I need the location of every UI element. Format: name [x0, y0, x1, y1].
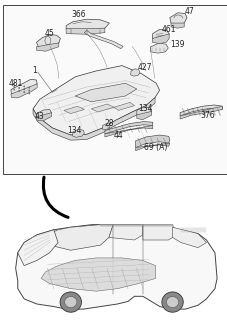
Polygon shape: [33, 66, 159, 135]
Polygon shape: [135, 135, 169, 148]
Text: 134: 134: [67, 126, 81, 135]
Circle shape: [28, 87, 30, 89]
Circle shape: [28, 90, 30, 92]
Polygon shape: [136, 111, 151, 120]
Polygon shape: [169, 13, 186, 24]
Polygon shape: [104, 122, 152, 134]
Circle shape: [23, 91, 25, 93]
Text: 461: 461: [161, 25, 176, 34]
Polygon shape: [72, 129, 84, 137]
Text: 69 (A): 69 (A): [143, 143, 166, 152]
Polygon shape: [36, 43, 59, 51]
Polygon shape: [150, 43, 168, 53]
Polygon shape: [11, 79, 37, 94]
Polygon shape: [36, 113, 51, 121]
Bar: [3, 5, 226, 174]
Polygon shape: [136, 107, 151, 116]
Ellipse shape: [64, 297, 76, 308]
Circle shape: [18, 87, 20, 89]
Text: 45: 45: [44, 29, 54, 38]
Polygon shape: [179, 105, 221, 116]
Polygon shape: [104, 125, 152, 137]
Polygon shape: [16, 225, 216, 309]
Circle shape: [23, 85, 25, 87]
Text: 376: 376: [199, 111, 214, 120]
Polygon shape: [91, 104, 114, 112]
Circle shape: [13, 83, 15, 85]
Text: 28: 28: [104, 119, 114, 128]
Circle shape: [28, 92, 30, 94]
Circle shape: [18, 90, 20, 92]
Text: 47: 47: [184, 7, 194, 16]
Circle shape: [23, 88, 25, 90]
Text: 44: 44: [114, 131, 123, 140]
Polygon shape: [170, 23, 183, 28]
Polygon shape: [102, 124, 109, 129]
Polygon shape: [36, 35, 60, 47]
Circle shape: [13, 89, 15, 91]
Polygon shape: [11, 84, 37, 98]
Polygon shape: [66, 28, 104, 34]
Circle shape: [18, 84, 20, 86]
Polygon shape: [64, 106, 84, 114]
Polygon shape: [75, 83, 136, 102]
Polygon shape: [179, 106, 221, 119]
Text: 1: 1: [32, 66, 37, 75]
Polygon shape: [172, 227, 206, 248]
Circle shape: [13, 86, 15, 88]
Polygon shape: [114, 102, 134, 110]
Polygon shape: [135, 143, 169, 151]
Polygon shape: [66, 19, 109, 30]
Text: 427: 427: [137, 63, 152, 72]
Text: 366: 366: [72, 10, 86, 19]
FancyArrowPatch shape: [43, 177, 68, 217]
Polygon shape: [142, 225, 176, 240]
Text: 134: 134: [137, 104, 152, 113]
Polygon shape: [18, 230, 58, 266]
Polygon shape: [152, 34, 168, 44]
Polygon shape: [130, 69, 139, 76]
Ellipse shape: [166, 297, 178, 308]
Polygon shape: [152, 29, 168, 40]
Polygon shape: [41, 258, 155, 291]
Text: 481: 481: [9, 79, 23, 88]
Polygon shape: [109, 225, 142, 240]
Polygon shape: [41, 225, 113, 250]
Text: 43: 43: [34, 112, 44, 121]
Polygon shape: [36, 109, 51, 117]
Polygon shape: [84, 30, 123, 49]
Polygon shape: [33, 98, 154, 140]
Ellipse shape: [60, 292, 81, 312]
Ellipse shape: [161, 292, 183, 312]
Text: 139: 139: [169, 40, 184, 49]
